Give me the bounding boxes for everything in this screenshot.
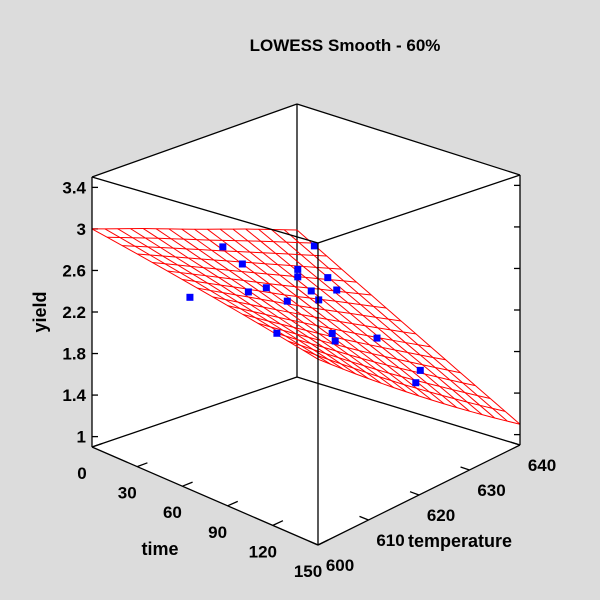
tick-label: 2.6: [62, 261, 86, 280]
tick-label: 620: [427, 506, 455, 525]
tick-label: 0: [77, 464, 86, 483]
surface-line-temperature: [104, 228, 331, 365]
z-axis-label: yield: [30, 291, 50, 332]
data-point: [238, 260, 246, 268]
data-point: [373, 334, 381, 342]
surface-line-temperature: [219, 228, 445, 405]
surface-line-temperature: [168, 228, 395, 388]
lowess-surface: [91, 228, 521, 425]
tick-label: 1.8: [62, 345, 86, 364]
data-point: [333, 286, 341, 294]
data-point: [307, 287, 315, 295]
y-tick: [460, 466, 470, 471]
tick-label: 610: [376, 531, 404, 550]
data-point: [294, 265, 302, 273]
surface-line-temperature: [258, 228, 483, 416]
data-point: [310, 242, 318, 250]
data-point: [328, 329, 336, 337]
surface-line-temperature: [181, 228, 407, 393]
box-edge: [91, 376, 298, 448]
x-tick: [136, 462, 148, 468]
tick-label: 1.4: [62, 386, 86, 405]
box-edge: [317, 174, 521, 244]
surface-line-temperature: [283, 229, 508, 422]
x-axis-label: time: [141, 539, 178, 559]
data-point: [283, 297, 291, 305]
chart-title: LOWESS Smooth - 60%: [250, 36, 441, 55]
tick-label: 120: [249, 542, 277, 561]
data-point: [324, 274, 332, 282]
tick-label: 30: [118, 484, 137, 503]
x-tick: [182, 481, 193, 487]
y-tick: [359, 515, 369, 521]
box-edge: [296, 103, 521, 176]
surface-line-temperature: [117, 228, 344, 370]
y-axis-label: temperature: [408, 531, 512, 551]
y-tick: [510, 441, 521, 446]
tick-label: 600: [326, 556, 354, 575]
tick-label: 60: [163, 503, 182, 522]
tick-label: 3: [77, 220, 86, 239]
tick-label: 150: [294, 562, 322, 581]
box-edge: [91, 176, 319, 244]
box-edge: [296, 376, 521, 446]
box-edge: [317, 444, 521, 546]
data-points: [186, 242, 424, 387]
tick-labels: 0 30 60 90 120 150 600 610 620 630 640 1 1.4 1.8 2.2 2.…: [62, 178, 556, 581]
box-front-edges: [91, 103, 521, 546]
tick-label: 2.2: [62, 303, 86, 322]
surface-line-temperature: [245, 228, 470, 412]
surface-line-temperature: [296, 229, 521, 425]
box-edge: [91, 103, 298, 178]
y-tick: [409, 491, 420, 496]
tick-label: 630: [477, 481, 505, 500]
tick-label: 90: [208, 523, 227, 542]
tick-label: 1: [77, 428, 86, 447]
data-point: [412, 379, 420, 387]
data-point: [244, 288, 252, 296]
data-point: [219, 243, 227, 251]
x-tick: [91, 442, 103, 448]
data-point: [416, 366, 424, 374]
tick-label: 3.4: [62, 178, 86, 197]
data-point: [294, 273, 302, 281]
data-point: [315, 296, 323, 304]
x-tick: [227, 500, 239, 507]
surface-line-temperature: [271, 229, 496, 419]
data-point: [186, 293, 194, 301]
data-point: [273, 329, 281, 337]
data-point: [262, 284, 270, 292]
surface-line-temperature: [207, 228, 432, 401]
data-point: [331, 337, 339, 345]
surface-line-temperature: [194, 228, 420, 397]
surface-line-temperature: [142, 228, 369, 380]
surface-line-temperature: [155, 228, 382, 384]
tick-label: 640: [528, 456, 556, 475]
box-edge: [91, 446, 319, 546]
x-tick: [272, 520, 284, 526]
surface-line-temperature: [232, 228, 458, 408]
